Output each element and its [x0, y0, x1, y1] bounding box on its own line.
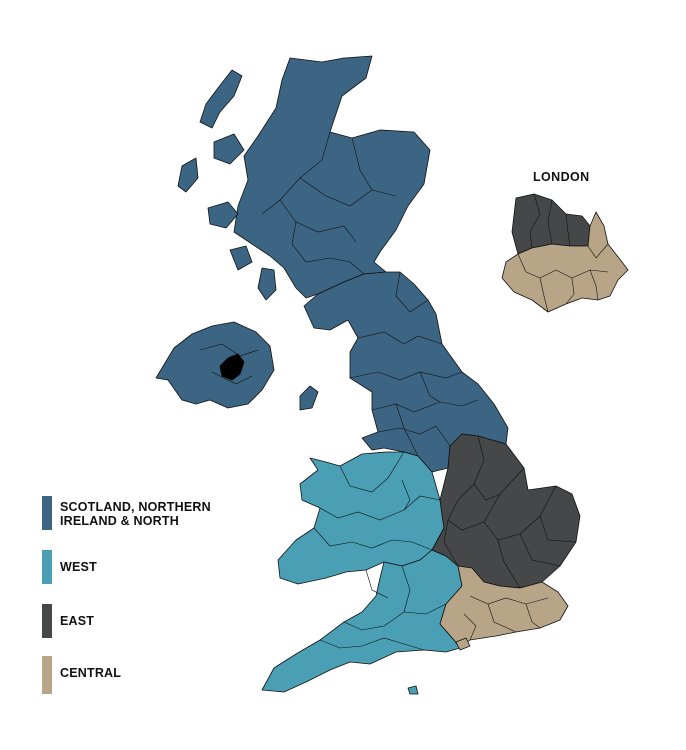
region-arran — [257, 267, 277, 301]
region-isle-of-wight — [455, 637, 471, 651]
legend-item-east: EAST — [42, 604, 220, 638]
region-isles-of-scilly — [407, 685, 419, 695]
region-skye — [213, 133, 245, 165]
legend-label-central: CENTRAL — [60, 666, 122, 680]
county-boundaries — [199, 131, 577, 651]
london-inset-title: LONDON — [533, 170, 590, 184]
legend-swatch-central — [42, 656, 52, 694]
legend-swatch-west — [42, 550, 52, 584]
london-region-central — [501, 211, 629, 313]
legend-label-east: EAST — [60, 614, 95, 628]
legend-swatch-north — [42, 496, 52, 530]
london-inset-map — [501, 193, 629, 313]
region-scotland — [233, 55, 431, 299]
region-northern-ireland — [155, 321, 275, 409]
region-isle-of-man — [299, 385, 319, 411]
legend-label-north: SCOTLAND, NORTHERN IRELAND & NORTH — [60, 500, 211, 528]
legend-item-west: WEST — [42, 550, 220, 584]
region-islay — [229, 245, 253, 271]
region-western-isles — [199, 69, 243, 129]
legend-item-north: SCOTLAND, NORTHERN IRELAND & NORTH — [42, 496, 220, 530]
region-hebrides-south — [177, 157, 199, 193]
legend-item-central: CENTRAL — [42, 656, 220, 694]
legend-swatch-east — [42, 604, 52, 638]
highlighted-area — [219, 353, 245, 381]
region-mull — [207, 201, 239, 229]
legend-label-west: WEST — [60, 560, 97, 574]
